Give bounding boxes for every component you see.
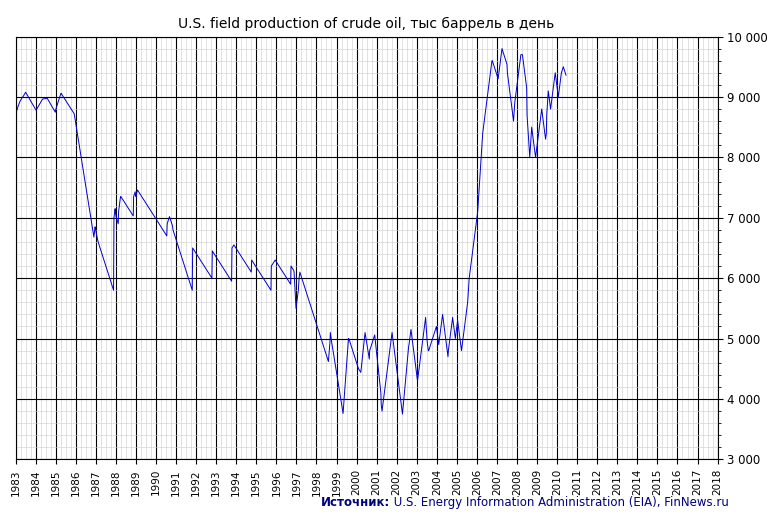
Title: U.S. field production of crude oil, тыс баррель в день: U.S. field production of crude oil, тыс … (179, 17, 555, 31)
Text: Источник:: Источник: (321, 496, 390, 509)
Text: U.S. Energy Information Administration (EIA), FinNews.ru: U.S. Energy Information Administration (… (390, 496, 729, 509)
